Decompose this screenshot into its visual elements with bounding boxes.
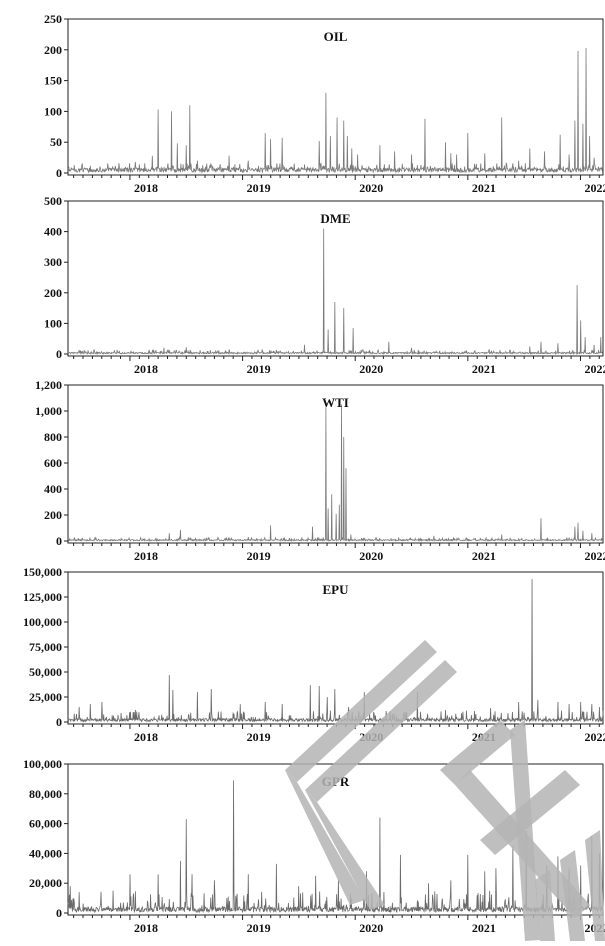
y-tick-label: 200 bbox=[44, 508, 62, 522]
y-tick-label: 100 bbox=[44, 104, 62, 118]
plot-frame bbox=[67, 18, 604, 176]
y-tick-label: 75,000 bbox=[29, 640, 62, 654]
panel-title: OIL bbox=[324, 29, 348, 44]
y-tick-label: 250 bbox=[44, 12, 62, 26]
x-tick-label: 2021 bbox=[472, 362, 496, 376]
y-tick-label: 500 bbox=[44, 194, 62, 208]
y-tick-label: 200 bbox=[44, 286, 62, 300]
x-tick-label: 2018 bbox=[134, 549, 158, 563]
x-tick-label: 2021 bbox=[472, 549, 496, 563]
x-tick-label: 2018 bbox=[134, 362, 158, 376]
chart-panel-gpr: 0 20,000 40,000 60,000 80,000 100,000 2018 2019… bbox=[23, 757, 605, 935]
y-tick-label: 150 bbox=[44, 74, 62, 88]
y-tick-label: 1,000 bbox=[35, 404, 62, 418]
panel-title: GPR bbox=[322, 774, 350, 789]
y-tick-label: 0 bbox=[56, 166, 62, 180]
x-tick-label: 2020 bbox=[359, 730, 383, 744]
y-tick-label: 300 bbox=[44, 255, 62, 269]
y-tick-label: 0 bbox=[56, 715, 62, 729]
x-tick-label: 2021 bbox=[472, 181, 496, 195]
y-tick-label: 20,000 bbox=[29, 876, 62, 890]
y-tick-label: 50 bbox=[50, 135, 62, 149]
y-tick-label: 25,000 bbox=[29, 690, 62, 704]
x-tick-label: 2019 bbox=[247, 730, 271, 744]
y-tick-label: 40,000 bbox=[29, 846, 62, 860]
x-tick-label: 2020 bbox=[359, 181, 383, 195]
panel-title: EPU bbox=[323, 582, 350, 597]
plot-frame bbox=[67, 200, 604, 357]
series-line-epu bbox=[67, 578, 604, 724]
y-tick-label: 100,000 bbox=[23, 615, 62, 629]
panel-title: DME bbox=[320, 211, 350, 226]
x-tick-label: 2021 bbox=[472, 921, 496, 935]
panel-title: WTI bbox=[322, 395, 349, 410]
x-tick-label: 2018 bbox=[134, 730, 158, 744]
y-tick-label: 50,000 bbox=[29, 665, 62, 679]
chart-panel-wti: 0 200 400 600 800 1,000 1,200 2018 2019 2020 2021 2… bbox=[35, 378, 605, 563]
y-tick-label: 60,000 bbox=[29, 817, 62, 831]
x-tick-label: 2022 bbox=[584, 921, 605, 935]
y-tick-label: 100 bbox=[44, 316, 62, 330]
y-tick-label: 400 bbox=[44, 482, 62, 496]
y-tick-label: 1,200 bbox=[35, 378, 62, 392]
x-tick-label: 2018 bbox=[134, 921, 158, 935]
x-tick-label: 2019 bbox=[247, 362, 271, 376]
y-tick-label: 600 bbox=[44, 456, 62, 470]
plot-frame bbox=[67, 384, 604, 544]
y-tick-label: 0 bbox=[56, 906, 62, 920]
x-tick-label: 2019 bbox=[247, 181, 271, 195]
x-tick-label: 2022 bbox=[584, 730, 605, 744]
x-tick-label: 2020 bbox=[359, 362, 383, 376]
y-tick-label: 125,000 bbox=[23, 590, 62, 604]
y-tick-label: 800 bbox=[44, 430, 62, 444]
x-tick-label: 2020 bbox=[359, 549, 383, 563]
y-tick-label: 150,000 bbox=[23, 565, 62, 579]
series-line-oil bbox=[67, 47, 604, 174]
chart-panel-oil: 0 50 100 150 200 250 2018 2019 2020 2021 2022 OIL bbox=[44, 12, 605, 195]
y-tick-label: 80,000 bbox=[29, 787, 62, 801]
y-tick-label: 100,000 bbox=[23, 757, 62, 771]
x-tick-label: 2022 bbox=[584, 181, 605, 195]
chart-panel-dme: 0 100 200 300 400 500 2018 2019 2020 2021 2022 DME bbox=[44, 194, 605, 376]
x-tick-label: 2018 bbox=[134, 181, 158, 195]
y-tick-label: 0 bbox=[56, 534, 62, 548]
x-tick-label: 2020 bbox=[359, 921, 383, 935]
chart-panel-epu: 0 25,000 50,000 75,000 100,000 125,000 150,000… bbox=[23, 565, 605, 744]
x-tick-label: 2021 bbox=[472, 730, 496, 744]
y-tick-label: 0 bbox=[56, 347, 62, 361]
y-tick-label: 200 bbox=[44, 43, 62, 57]
y-tick-label: 400 bbox=[44, 225, 62, 239]
x-tick-label: 2019 bbox=[247, 549, 271, 563]
x-tick-label: 2019 bbox=[247, 921, 271, 935]
series-line-wti bbox=[67, 404, 604, 543]
x-tick-label: 2022 bbox=[584, 362, 605, 376]
x-tick-label: 2022 bbox=[584, 549, 605, 563]
series-line-gpr bbox=[67, 780, 604, 914]
series-line-dme bbox=[67, 228, 604, 356]
